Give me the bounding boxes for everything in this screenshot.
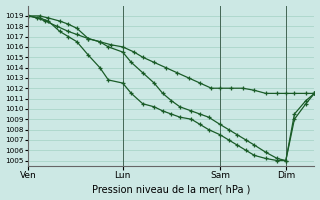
X-axis label: Pression niveau de la mer( hPa ): Pression niveau de la mer( hPa ) [92, 184, 251, 194]
